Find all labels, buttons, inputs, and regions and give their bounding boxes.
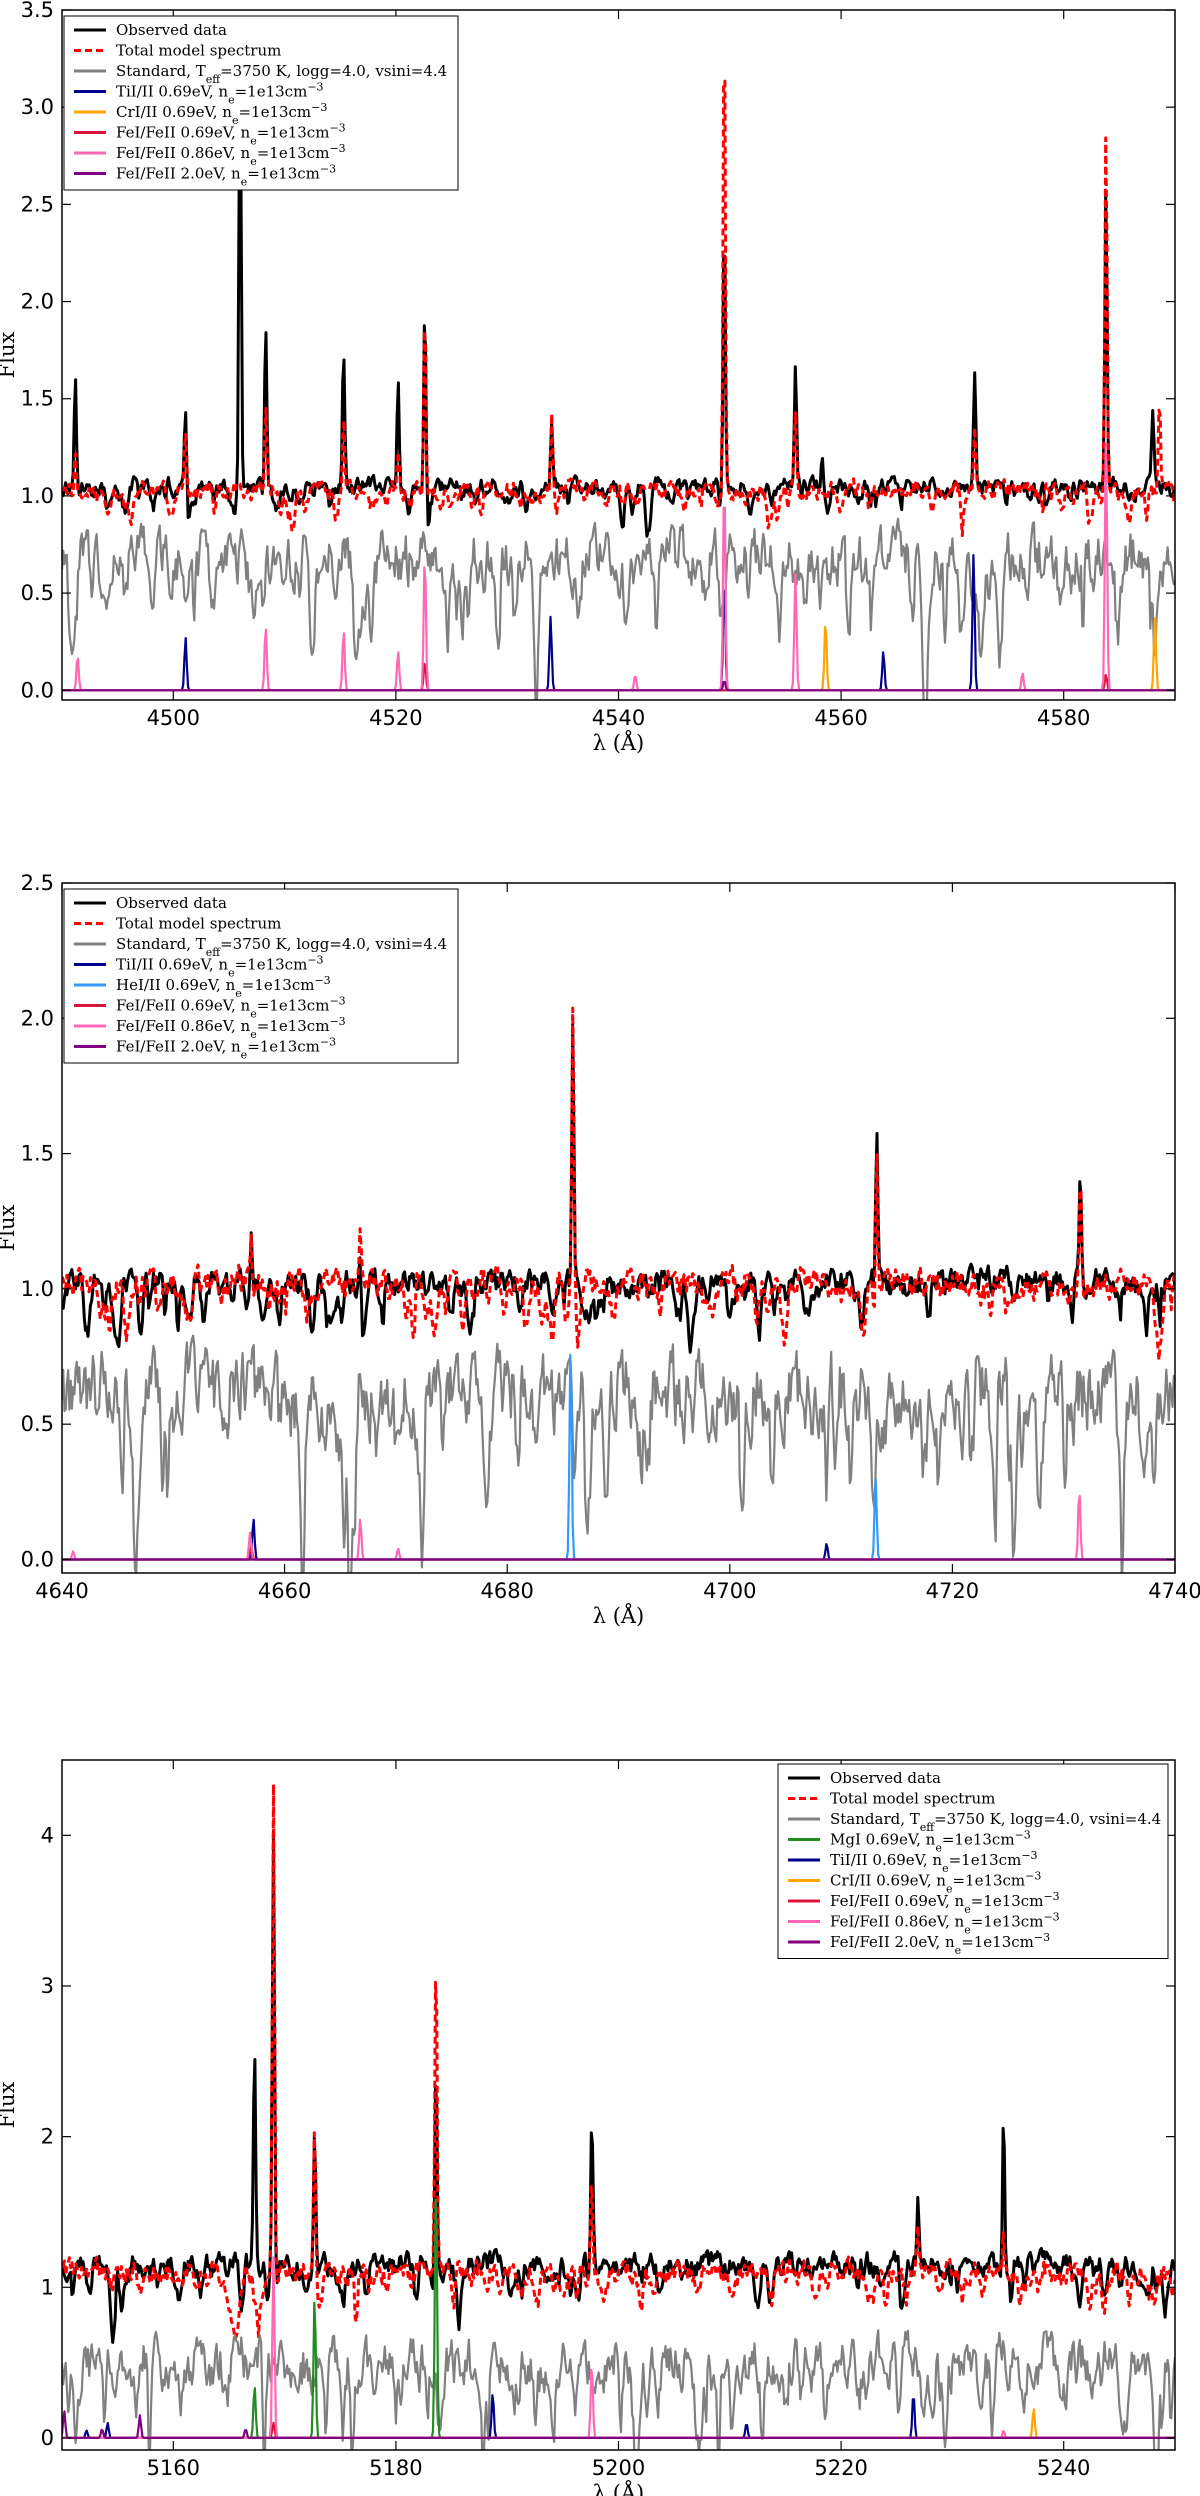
y-tick-label: 0.0 <box>21 678 54 702</box>
x-tick-label: 4540 <box>592 706 645 730</box>
x-tick-label: 4720 <box>926 1579 979 1603</box>
legend-entry-3: Standard, Teff=3750 K, logg=4.0, vsini=4… <box>830 1810 1161 1834</box>
x-tick-label: 5220 <box>814 2456 867 2480</box>
legend: Observed data Total model spectrum Standar… <box>63 15 459 191</box>
x-tick-label: 5180 <box>369 2456 422 2480</box>
y-tick-label: 0.5 <box>21 581 54 605</box>
x-tick-label: 5200 <box>592 2456 645 2480</box>
plot-area <box>62 1006 1175 1573</box>
y-axis-label: Flux <box>0 1205 19 1252</box>
legend-entry-3: Standard, Teff=3750 K, logg=4.0, vsini=4… <box>116 62 447 86</box>
series-fei-feii-2-0ev-ne-1e13cm <box>62 680 1175 692</box>
y-tick-label: 3.0 <box>21 95 54 119</box>
legend-entry-6: FeI/FeII 0.69eV, ne=1e13cm−3 <box>116 994 346 1020</box>
y-tick-label: 0.0 <box>21 1547 54 1571</box>
legend-entry-8: FeI/FeII 2.0eV, ne=1e13cm−3 <box>116 1035 336 1061</box>
y-tick-label: 2.0 <box>21 1006 54 1030</box>
series-standard-teff-3750-k-logg-4-0-vsini-4-4 <box>62 517 1175 700</box>
legend-entry-5: HeI/II 0.69eV, ne=1e13cm−3 <box>116 974 331 1000</box>
legend-entry-3: Standard, Teff=3750 K, logg=4.0, vsini=4… <box>116 935 447 959</box>
y-tick-label: 4 <box>41 1823 54 1847</box>
y-tick-label: 0 <box>41 2426 54 2450</box>
y-tick-label: 1 <box>41 2275 54 2299</box>
axes-frame <box>61 882 1176 1574</box>
plot-area <box>62 1782 1175 2450</box>
y-tick-label: 1.5 <box>21 387 54 411</box>
series-fei-feii-2-0ev-ne-1e13cm <box>62 2410 1175 2439</box>
legend-entry-5: CrI/II 0.69eV, ne=1e13cm−3 <box>116 101 327 127</box>
legend: Observed data Total model spectrum Standar… <box>63 888 459 1064</box>
x-tick-label: 4680 <box>480 1579 533 1603</box>
series-standard-teff-3750-k-logg-4-0-vsini-4-4 <box>62 1334 1175 1573</box>
legend-entry-4: MgI 0.69eV, ne=1e13cm−3 <box>830 1828 1031 1854</box>
y-tick-label: 2.0 <box>21 290 54 314</box>
legend-entry-1: Observed data <box>116 894 227 912</box>
legend-entry-4: TiI/II 0.69eV, ne=1e13cm−3 <box>116 953 324 979</box>
legend-entry-2: Total model spectrum <box>116 42 281 60</box>
x-tick-label: 4660 <box>258 1579 311 1603</box>
series-total-model-spectrum <box>62 1006 1175 1362</box>
legend-entry-6: CrI/II 0.69eV, ne=1e13cm−3 <box>830 1869 1041 1895</box>
legend-box <box>63 15 459 191</box>
y-tick-label: 1.0 <box>21 1277 54 1301</box>
legend-entry-1: Observed data <box>116 21 227 39</box>
x-tick-label: 4560 <box>814 706 867 730</box>
legend-entry-8: FeI/FeII 0.86eV, ne=1e13cm−3 <box>830 1910 1060 1936</box>
legend-entry-2: Total model spectrum <box>116 915 281 933</box>
y-tick-label: 1.5 <box>21 1142 54 1166</box>
legend-entry-2: Total model spectrum <box>830 1790 995 1808</box>
legend-entry-4: TiI/II 0.69eV, ne=1e13cm−3 <box>116 80 324 106</box>
series-total-model-spectrum <box>62 79 1175 538</box>
y-tick-label: 2.5 <box>21 871 54 895</box>
y-axis-label: Flux <box>0 2082 19 2129</box>
legend-entry-7: FeI/FeII 0.86eV, ne=1e13cm−3 <box>116 1015 346 1041</box>
chart-panel-3: 5160 5180 5200 5220 5240 0 1 2 3 4 λ (Å) Flux Observ… <box>0 1759 1176 2496</box>
x-tick-label: 4500 <box>147 706 200 730</box>
x-tick-label: 4520 <box>369 706 422 730</box>
x-tick-label: 4640 <box>35 1579 88 1603</box>
x-tick-label: 4740 <box>1148 1579 1200 1603</box>
series-total-model-spectrum <box>62 1782 1175 2341</box>
y-tick-label: 3.5 <box>21 0 54 22</box>
legend-entry-5: TiI/II 0.69eV, ne=1e13cm−3 <box>830 1849 1038 1875</box>
x-tick-label: 5160 <box>147 2456 200 2480</box>
legend-entry-7: FeI/FeII 0.69eV, ne=1e13cm−3 <box>830 1890 1060 1916</box>
legend-entry-7: FeI/FeII 0.86eV, ne=1e13cm−3 <box>116 142 346 168</box>
y-tick-label: 2.5 <box>21 192 54 216</box>
x-axis-label: λ (Å) <box>593 730 645 755</box>
x-tick-label: 4580 <box>1037 706 1090 730</box>
plot-area <box>62 19 1175 700</box>
y-axis-label: Flux <box>0 332 19 379</box>
chart-panel-2: 4640 4660 4680 4700 4720 4740 0.0 0.5 1.0 1.5 2.0 2… <box>0 871 1200 1628</box>
x-axis-label: λ (Å) <box>593 2480 645 2496</box>
x-tick-label: 4700 <box>703 1579 756 1603</box>
legend-entry-8: FeI/FeII 2.0eV, ne=1e13cm−3 <box>116 162 336 188</box>
legend-box <box>63 888 459 1064</box>
x-tick-label: 5240 <box>1037 2456 1090 2480</box>
legend-entry-6: FeI/FeII 0.69eV, ne=1e13cm−3 <box>116 121 346 147</box>
legend: Observed data Total model spectrum Standar… <box>777 1763 1169 1959</box>
y-tick-label: 3 <box>41 1974 54 1998</box>
legend-entry-9: FeI/FeII 2.0eV, ne=1e13cm−3 <box>830 1931 1050 1957</box>
y-tick-label: 2 <box>41 2125 54 2149</box>
x-axis-label: λ (Å) <box>593 1603 645 1628</box>
y-tick-label: 1.0 <box>21 484 54 508</box>
legend-entry-1: Observed data <box>830 1769 941 1787</box>
series-observed-data <box>62 1022 1175 1354</box>
series-standard-teff-3750-k-logg-4-0-vsini-4-4 <box>62 2329 1175 2450</box>
y-tick-label: 0.5 <box>21 1412 54 1436</box>
chart-panel-1: 4500 4520 4540 4560 4580 0.0 0.5 1.0 1.5 2.0 2.5 3.… <box>0 0 1176 755</box>
legend-box <box>777 1763 1169 1959</box>
